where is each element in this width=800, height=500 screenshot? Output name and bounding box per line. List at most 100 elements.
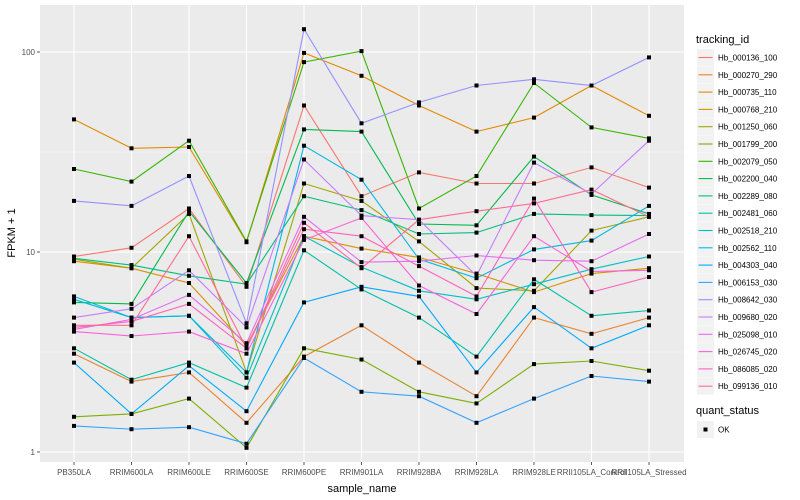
- data-point-Hb_001250_060: [417, 239, 421, 244]
- data-point-Hb_002518_210: [647, 254, 651, 259]
- legend-label[interactable]: Hb_004303_040: [718, 261, 778, 270]
- data-point-Hb_026745_020: [302, 237, 306, 242]
- data-point-Hb_004303_040: [129, 411, 134, 416]
- square-marker-icon: [703, 427, 708, 432]
- data-point-Hb_002481_060: [474, 354, 479, 359]
- data-point-Hb_004303_040: [187, 363, 191, 368]
- data-point-Hb_001799_200: [474, 401, 479, 406]
- data-point-Hb_002289_080: [359, 208, 364, 213]
- legend-label[interactable]: Hb_002079_050: [718, 157, 778, 166]
- data-point-Hb_000270_290: [72, 351, 76, 356]
- data-point-Hb_001799_200: [187, 396, 191, 401]
- series-points: [72, 27, 651, 450]
- data-point-Hb_086085_020: [474, 294, 479, 299]
- data-point-Hb_002518_210: [244, 375, 249, 380]
- legend-label[interactable]: Hb_001799_200: [718, 140, 778, 149]
- data-point-Hb_009680_020: [532, 160, 536, 165]
- data-point-Hb_006153_030: [647, 379, 651, 384]
- data-point-Hb_026745_020: [474, 312, 479, 316]
- legend-label[interactable]: Hb_086085_020: [718, 365, 778, 374]
- legend-label[interactable]: Hb_099136_010: [718, 382, 778, 391]
- data-point-Hb_086085_020: [302, 227, 306, 232]
- data-point-Hb_000136_100: [647, 185, 651, 190]
- data-point-Hb_002481_060: [532, 277, 536, 282]
- data-point-Hb_002518_210: [417, 288, 421, 293]
- legend-label[interactable]: Hb_000136_100: [718, 54, 778, 63]
- data-point-Hb_004303_040: [474, 370, 479, 375]
- legend-label[interactable]: Hb_000270_290: [718, 71, 778, 80]
- data-point-Hb_002518_210: [532, 282, 536, 287]
- data-point-Hb_008642_030: [417, 100, 421, 105]
- legend-label[interactable]: Hb_026745_020: [718, 348, 778, 357]
- x-tick-label: RRIM928BA: [397, 468, 442, 477]
- legend-label[interactable]: Hb_008642_030: [718, 296, 778, 305]
- legend-label[interactable]: Hb_009680_020: [718, 313, 778, 322]
- data-point-Hb_001799_200: [302, 346, 306, 351]
- data-point-Hb_002200_040: [302, 127, 306, 132]
- legend-label[interactable]: Hb_002200_040: [718, 175, 778, 184]
- data-point-Hb_006153_030: [589, 374, 594, 378]
- data-point-Hb_000136_100: [244, 284, 249, 289]
- data-point-Hb_008642_030: [302, 27, 306, 32]
- data-point-Hb_006153_030: [417, 394, 421, 399]
- data-point-Hb_008642_030: [72, 198, 76, 203]
- x-tick-label: RRIM600LE: [167, 468, 211, 477]
- data-point-Hb_025098_010: [359, 260, 364, 265]
- data-point-Hb_000136_100: [417, 170, 421, 175]
- shape-legend-title: quant_status: [696, 405, 759, 417]
- data-point-Hb_000270_290: [359, 323, 364, 328]
- legend-label[interactable]: Hb_006153_030: [718, 278, 778, 287]
- data-point-Hb_002289_080: [532, 211, 536, 216]
- legend-label[interactable]: Hb_002518_210: [718, 227, 778, 236]
- data-point-Hb_026745_020: [359, 215, 364, 220]
- data-point-Hb_026745_020: [532, 234, 536, 239]
- data-point-Hb_002289_080: [129, 263, 134, 268]
- legend-label[interactable]: Hb_000768_210: [718, 105, 778, 114]
- x-tick-label: RRIM928LA: [455, 468, 499, 477]
- data-point-Hb_002518_210: [72, 294, 76, 299]
- data-point-Hb_001250_060: [474, 286, 479, 291]
- data-point-Hb_000270_290: [187, 370, 191, 375]
- data-point-Hb_000768_210: [244, 343, 249, 348]
- data-point-Hb_001250_060: [589, 228, 594, 233]
- data-point-Hb_000270_290: [474, 394, 479, 399]
- legend-label[interactable]: Hb_025098_010: [718, 330, 778, 339]
- data-point-Hb_006153_030: [302, 356, 306, 360]
- data-point-Hb_000768_210: [187, 281, 191, 285]
- data-point-Hb_000735_110: [647, 113, 651, 118]
- data-point-Hb_004303_040: [302, 300, 306, 305]
- data-point-Hb_001250_060: [302, 181, 306, 186]
- data-point-Hb_086085_020: [589, 290, 594, 295]
- data-point-Hb_025098_010: [244, 341, 249, 346]
- x-tick-label: RRIM600PE: [282, 468, 326, 477]
- data-point-Hb_086085_020: [129, 319, 134, 324]
- data-point-Hb_001799_200: [589, 359, 594, 363]
- shape-legend-label-ok: OK: [718, 426, 730, 435]
- data-point-Hb_025098_010: [302, 214, 306, 219]
- data-point-Hb_001799_200: [417, 389, 421, 394]
- data-point-Hb_002518_210: [589, 267, 594, 272]
- legend-label[interactable]: Hb_001250_060: [718, 123, 778, 132]
- data-point-Hb_001799_200: [532, 362, 536, 367]
- data-point-Hb_009680_020: [302, 157, 306, 162]
- data-point-Hb_000136_100: [589, 165, 594, 170]
- data-point-Hb_025098_010: [532, 258, 536, 263]
- data-point-Hb_002481_060: [647, 308, 651, 313]
- data-point-Hb_025098_010: [474, 253, 479, 258]
- data-point-Hb_002289_080: [589, 213, 594, 218]
- data-point-Hb_086085_020: [72, 325, 76, 330]
- data-point-Hb_000270_290: [647, 315, 651, 320]
- data-point-Hb_002562_110: [244, 370, 249, 375]
- data-point-Hb_008642_030: [474, 83, 479, 88]
- legend-label[interactable]: Hb_000735_110: [718, 88, 777, 97]
- data-point-Hb_001799_200: [244, 445, 249, 450]
- x-tick-label: RRII105LA_Stressed: [611, 468, 686, 477]
- legend-label[interactable]: Hb_002562_110: [718, 244, 777, 253]
- y-axis-title: FPKM + 1: [6, 208, 18, 257]
- data-point-Hb_002200_040: [187, 209, 191, 214]
- legend-label[interactable]: Hb_002289_080: [718, 192, 778, 201]
- legend-label[interactable]: Hb_002481_060: [718, 209, 778, 218]
- data-point-Hb_000136_100: [129, 245, 134, 250]
- data-point-Hb_099136_010: [417, 217, 421, 222]
- data-point-Hb_004303_040: [359, 284, 364, 289]
